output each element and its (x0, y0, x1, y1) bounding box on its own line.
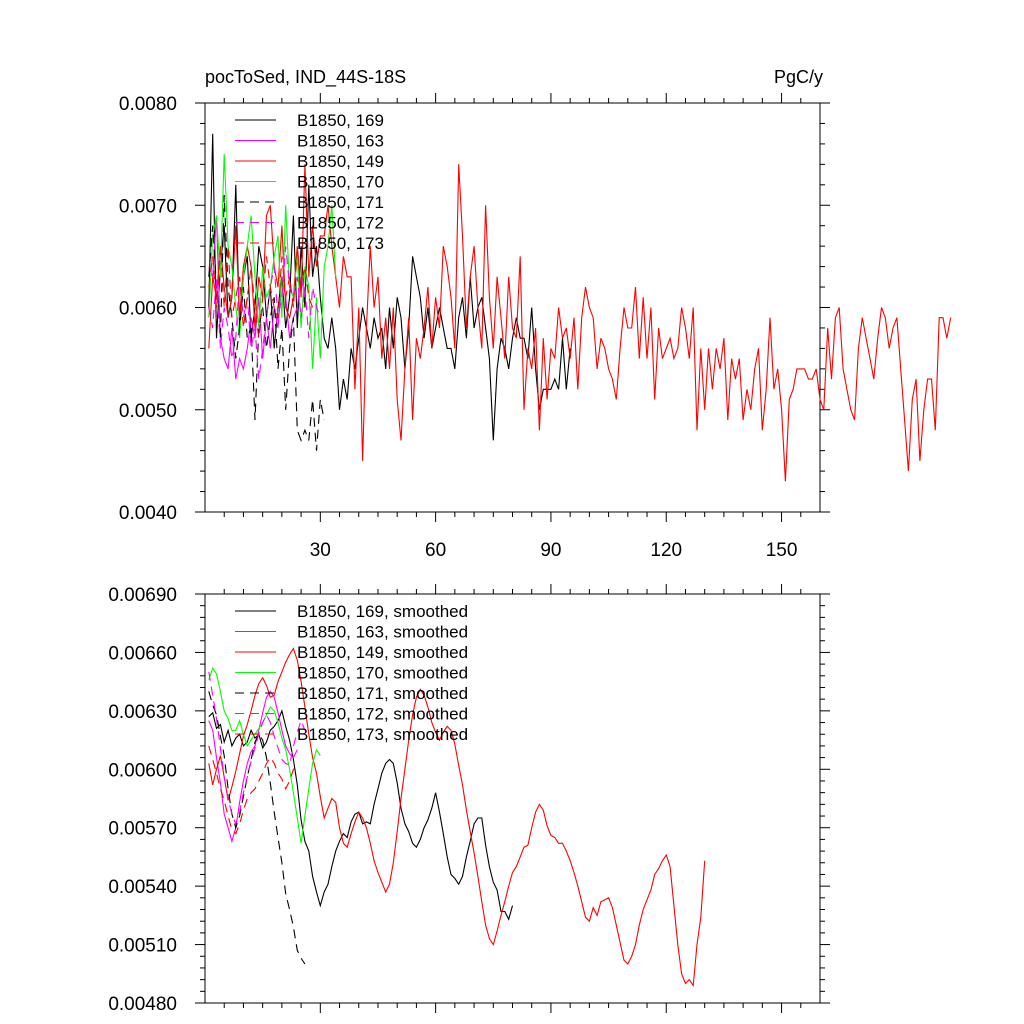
top-chart-title: pocToSed, IND_44S-18S (205, 67, 406, 88)
legend-label: B1850, 163, smoothed (297, 623, 468, 642)
series-line-7 (208, 246, 314, 339)
x-tick-label: 150 (766, 540, 798, 561)
legend-label: B1850, 171 (297, 193, 384, 212)
series-line-5 (208, 194, 325, 451)
y-tick-label: 0.00630 (108, 702, 177, 723)
legend-label: B1850, 171, smoothed (297, 684, 468, 703)
series-line-4 (208, 154, 337, 369)
legend-label: B1850, 170 (297, 173, 384, 192)
legend-label: B1850, 172 (297, 214, 384, 233)
legend: B1850, 169, smoothed B1850, 163, smoothed… (235, 602, 468, 744)
legend-label: B1850, 173, smoothed (297, 725, 468, 744)
series-line-6 (208, 246, 321, 380)
legend-label: B1850, 149, smoothed (297, 643, 468, 662)
y-tick-label: 0.0070 (119, 196, 177, 217)
y-tick-label: 0.00600 (108, 760, 177, 781)
y-tick-label: 0.00690 (108, 585, 177, 606)
legend-label: B1850, 172, smoothed (297, 705, 468, 724)
y-tick-label: 0.00510 (108, 936, 177, 957)
series-line-7 (208, 745, 298, 835)
legend-label: B1850, 170, smoothed (297, 664, 468, 683)
series-line-6 (208, 671, 306, 826)
series-line-2 (208, 690, 298, 844)
y-tick-label: 0.0040 (119, 503, 177, 524)
y-tick-label: 0.0060 (119, 299, 177, 320)
y-tick-label: 0.0050 (119, 401, 177, 422)
x-tick-label: 90 (540, 540, 561, 561)
series-line-5 (208, 691, 306, 965)
series-line-3 (208, 647, 706, 988)
y-tick-label: 0.00540 (108, 877, 177, 898)
legend-label: B1850, 149 (297, 152, 384, 171)
series-line-3 (208, 164, 952, 482)
top-chart-units: PgC/y (774, 67, 823, 87)
legend-label: B1850, 169, smoothed (297, 602, 468, 621)
legend-label: B1850, 163 (297, 132, 384, 151)
y-tick-label: 0.00480 (108, 994, 177, 1015)
x-tick-label: 30 (310, 540, 331, 561)
series-line-2 (208, 215, 306, 380)
y-tick-label: 0.0080 (119, 94, 177, 115)
y-tick-label: 0.00660 (108, 643, 177, 664)
legend-label: B1850, 169 (297, 111, 384, 130)
legend-label: B1850, 173 (297, 234, 384, 253)
series-line-1 (208, 709, 514, 921)
y-tick-label: 0.00570 (108, 819, 177, 840)
chart-1: 0.0040 0.0050 0.0060 0.0070 0.0080 30 60 90 120 1… (119, 93, 952, 561)
chart-2: 0.00480 0.00510 0.00540 0.00570 0.00600 0.006… (108, 584, 830, 1015)
x-tick-label: 60 (425, 540, 446, 561)
x-tick-label: 120 (650, 540, 682, 561)
